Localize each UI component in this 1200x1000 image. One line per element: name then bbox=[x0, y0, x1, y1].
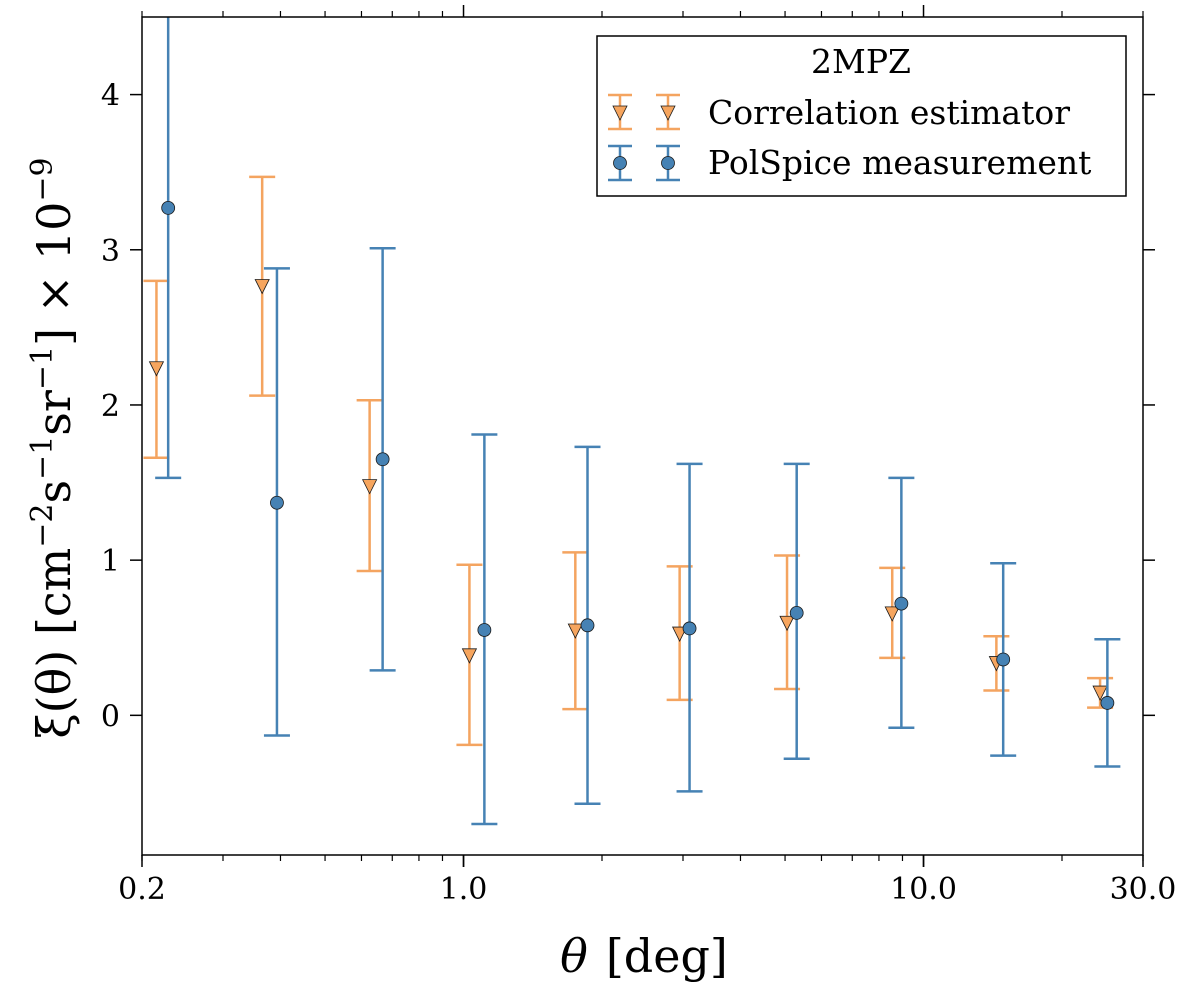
y-axis-title: ξ(θ) [cm−2s−1sr−1] × 10−9 bbox=[25, 157, 81, 738]
x-tick-label: 0.2 bbox=[118, 872, 166, 907]
data-point-correlation bbox=[779, 615, 795, 632]
data-point-polspice bbox=[375, 452, 390, 467]
data-point-polspice bbox=[580, 618, 595, 633]
y-tick-label: 2 bbox=[101, 389, 120, 424]
data-point-polspice bbox=[894, 596, 909, 611]
data-point-polspice bbox=[1100, 696, 1115, 710]
legend-keys bbox=[608, 93, 680, 182]
data-point-polspice bbox=[996, 652, 1011, 667]
y-tick-label: 3 bbox=[101, 234, 120, 269]
y-axis-title-group: ξ(θ) [cm−2s−1sr−1] × 10−9 bbox=[25, 157, 81, 738]
legend: 2MPZ Correlation estimator PolSpice meas… bbox=[596, 35, 1127, 197]
legend-frame bbox=[596, 35, 1127, 197]
data-point-polspice bbox=[682, 621, 697, 636]
data-point-correlation bbox=[148, 361, 165, 377]
y-tick-label: 0 bbox=[101, 699, 120, 734]
data-point-correlation bbox=[461, 648, 478, 664]
data-point-correlation bbox=[254, 279, 270, 295]
x-tick-label: 10.0 bbox=[890, 872, 957, 907]
x-tick-label: 30.0 bbox=[1110, 872, 1177, 907]
y-tick-label: 4 bbox=[101, 79, 120, 114]
data-point-polspice bbox=[477, 623, 492, 637]
data-point-correlation bbox=[567, 623, 583, 639]
legend-marker-polspice bbox=[661, 156, 675, 170]
legend-marker-correlation bbox=[660, 105, 676, 121]
plot-frame bbox=[141, 16, 1144, 856]
plot-area: 0.2 1.0 10.0 30.0 0 1 2 3 4 bbox=[101, 5, 1176, 907]
data-point-polspice bbox=[161, 200, 176, 215]
legend-marker-correlation bbox=[612, 105, 628, 121]
x-tick-label: 1.0 bbox=[440, 872, 488, 907]
y-tick-label: 1 bbox=[101, 544, 120, 579]
legend-title: 2MPZ bbox=[811, 42, 911, 81]
legend-label-correlation: Correlation estimator bbox=[708, 93, 1070, 132]
x-axis-title: θ [deg] bbox=[560, 929, 728, 983]
data-point-polspice bbox=[789, 606, 804, 620]
data-point-polspice bbox=[270, 495, 284, 510]
data-point-correlation bbox=[1092, 685, 1108, 701]
legend-label-polspice: PolSpice measurement bbox=[708, 143, 1091, 182]
legend-marker-polspice bbox=[613, 156, 627, 170]
data-point-correlation bbox=[884, 606, 900, 622]
data-point-correlation bbox=[361, 479, 378, 495]
